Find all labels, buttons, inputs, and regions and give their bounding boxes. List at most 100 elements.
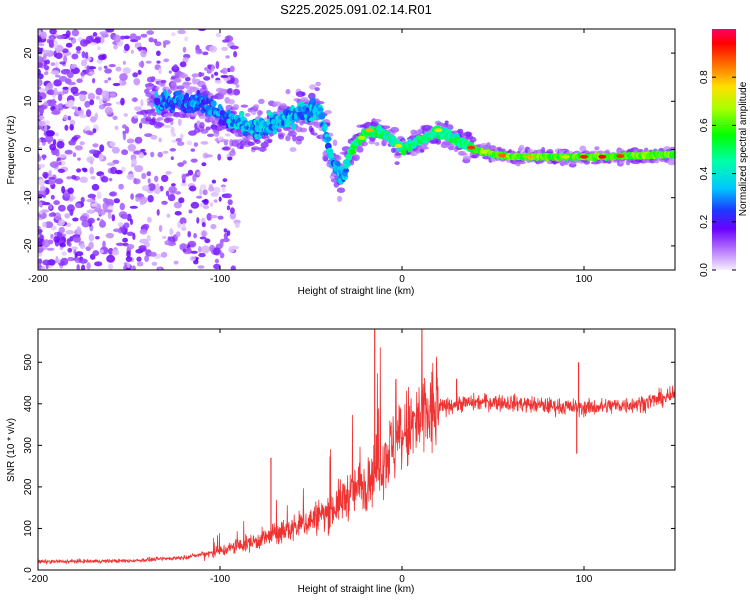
spectrogram-noise-blob (80, 71, 86, 77)
spectrogram-noise-blob (68, 140, 76, 146)
spectrogram-ridge-blob (210, 100, 217, 107)
spectrogram-halo-blob (324, 110, 332, 115)
spectrogram-noise-blob (45, 130, 55, 137)
spectrogram-noise-blob (144, 255, 150, 262)
spectrogram-noise-blob (79, 141, 85, 146)
spectrogram-noise-blob (105, 232, 115, 239)
spectrogram-noise-blob (168, 70, 172, 74)
spectrogram-ridge-blob (239, 110, 245, 117)
spectrogram-halo-blob (285, 135, 291, 142)
spectrogram-noise-blob (131, 265, 136, 270)
spectrogram-noise-blob (143, 241, 151, 248)
spectrogram-halo-blob (323, 156, 329, 162)
spectrogram-noise-blob (229, 45, 239, 50)
spectrogram-noise-blob (214, 71, 219, 76)
spectrogram-noise-blob (54, 40, 58, 49)
spectrogram-noise-blob (46, 247, 55, 251)
spectrogram-halo-blob (176, 85, 185, 90)
spectrogram-noise-blob (198, 246, 202, 253)
spectrogram-noise-blob (38, 56, 44, 63)
spectrogram-noise-blob (76, 50, 81, 54)
spectrogram-noise-blob (165, 171, 172, 175)
spectrogram-noise-blob (126, 244, 135, 250)
spectrogram-halo-blob (232, 104, 240, 110)
spectrogram-noise-blob (86, 262, 91, 270)
snr-ytick-label: 400 (23, 395, 34, 412)
spectrogram-noise-blob (76, 226, 82, 235)
spectrogram-noise-blob (42, 154, 46, 161)
spectrogram-halo-blob (390, 126, 400, 133)
spectrogram-noise-blob (38, 210, 43, 215)
spectrogram-noise-blob (49, 29, 57, 35)
spectrogram-noise-blob (185, 76, 191, 82)
spectrogram-noise-blob (89, 166, 94, 175)
spectrogram-halo-blob (381, 125, 391, 129)
spectrogram-noise-blob (89, 42, 97, 46)
spectrogram-noise-blob (38, 120, 46, 127)
spectrogram-noise-blob (162, 235, 167, 239)
spectrogram-noise-blob (60, 257, 69, 266)
spectrogram-noise-blob (65, 42, 73, 48)
spectrogram-noise-blob (177, 118, 182, 127)
spectrogram-noise-blob (44, 124, 48, 132)
spectrogram-noise-blob (57, 93, 63, 102)
spectrogram-noise-blob (84, 100, 91, 108)
spectrogram-noise-blob (233, 51, 238, 58)
spectrogram-ridge-blob (671, 151, 675, 159)
spectrogram-noise-blob (158, 225, 163, 232)
spectrogram-noise-blob (71, 29, 80, 37)
spectrogram-noise-blob (204, 238, 211, 244)
spectrogram-noise-blob (53, 79, 62, 87)
colorbar-gradient (712, 29, 736, 270)
spectrogram-noise-blob (122, 132, 127, 141)
spectrogram-noise-blob (171, 183, 176, 187)
spectrogram-noise-blob (170, 126, 175, 135)
spectrogram-noise-blob (177, 29, 187, 35)
spectrogram-noise-blob (122, 237, 128, 243)
spectrogram-noise-blob (42, 239, 51, 248)
spectrogram-halo-blob (262, 135, 270, 140)
spectrogram-noise-blob (140, 33, 148, 38)
spectrogram-halo-blob (155, 122, 165, 128)
spectrogram-noise-blob (49, 161, 59, 168)
spectrogram-peak (598, 154, 607, 159)
spectrogram-noise-blob (67, 115, 72, 121)
spectrogram-noise-blob (115, 242, 125, 246)
spectrogram-ridge-blob (349, 148, 356, 155)
spectrogram-halo-blob (579, 145, 587, 153)
spectrogram-noise-blob (98, 54, 106, 61)
spectrogram-noise-blob (57, 103, 62, 109)
spectrogram-noise-blob (182, 46, 187, 53)
spectrogram-halo-blob (465, 131, 472, 137)
spectrogram-halo-blob (459, 152, 468, 156)
spectrogram-ridge-blob (175, 90, 181, 96)
spectrogram-noise-blob (114, 125, 119, 130)
spectrogram-noise-blob (204, 67, 209, 71)
spectrogram-noise-blob (67, 187, 74, 194)
spectrogram-noise-blob (131, 97, 138, 102)
spectrogram-ridge-blob (226, 109, 232, 115)
spectrogram-noise-blob (228, 246, 235, 253)
spectrogram-noise-blob (136, 111, 144, 115)
spectrogram-noise-blob (113, 44, 118, 50)
spectrogram-halo-blob (223, 140, 229, 146)
spectrogram-noise-blob (147, 178, 151, 184)
spectrogram-halo-blob (201, 84, 207, 90)
spectrogram-xtick-label: 100 (576, 274, 593, 285)
spectrogram-noise-blob (187, 231, 191, 238)
spectrogram-noise-blob (86, 198, 95, 203)
spectrogram-noise-blob (179, 217, 187, 225)
spectrogram-noise-blob (38, 178, 46, 186)
spectrogram-noise-blob (177, 162, 185, 167)
spectrogram-noise-blob (87, 217, 95, 224)
spectrogram-noise-blob (58, 219, 65, 226)
spectrogram-noise-blob (43, 71, 49, 76)
spectrogram-ridge-blob (242, 130, 249, 137)
spectrogram-ridge-blob (184, 92, 190, 100)
spectrogram-noise-blob (85, 130, 93, 135)
spectrogram-noise-blob (201, 245, 210, 254)
spectrogram-noise-blob (130, 39, 139, 43)
spectrogram-noise-blob (150, 134, 158, 140)
spectrogram-noise-blob (40, 209, 50, 213)
spectrogram-noise-blob (95, 95, 101, 100)
